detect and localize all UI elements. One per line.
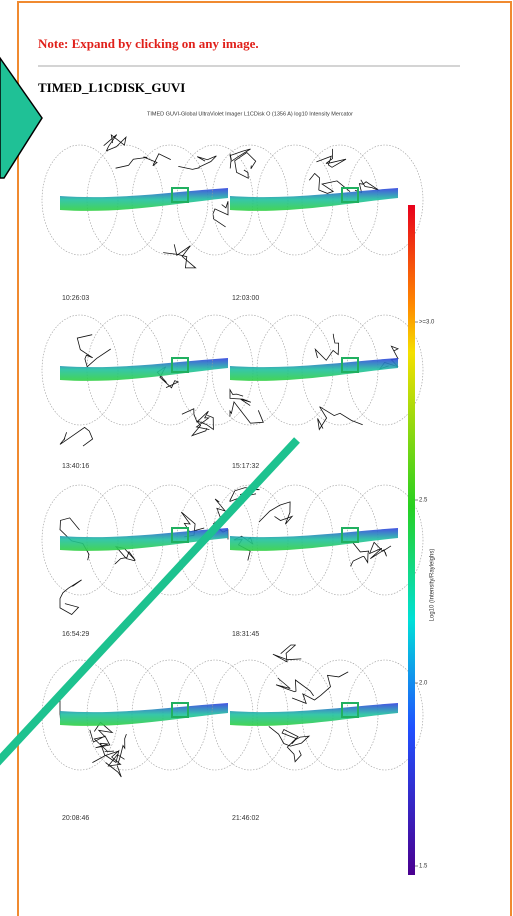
swath-box: [171, 702, 189, 718]
timestamp: 12:03:00: [232, 295, 259, 302]
note: Note: Expand by clicking on any image.: [38, 36, 259, 51]
timestamp: 16:54:29: [62, 631, 89, 638]
coastline: [229, 333, 399, 431]
timestamp: 13:40:16: [62, 463, 89, 470]
swath-box: [341, 187, 359, 203]
timestamp: 21:46:02: [232, 815, 259, 822]
colorbar-tick-label: 2.0: [419, 681, 428, 687]
coastline: [103, 133, 229, 269]
title[interactable]: TIMED_L1CDISK_GUVI: [38, 80, 185, 95]
map-panel: 15:17:32: [211, 314, 424, 470]
coastline: [59, 695, 127, 778]
timestamp: 10:26:03: [62, 295, 89, 302]
swath-box: [171, 357, 189, 373]
swath-box: [341, 702, 359, 718]
data-swath: [230, 188, 398, 211]
map-panels[interactable]: 10:26:03 12:03:00 13:40:16 15:17:32 16:54:29…: [41, 133, 424, 822]
coastline: [59, 498, 229, 616]
pointer-line: [0, 437, 300, 766]
map-panel: 21:46:02: [211, 644, 424, 822]
data-swath: [230, 703, 398, 726]
timestamp: 20:08:46: [62, 815, 89, 822]
coastline: [229, 148, 380, 194]
colorbar-label: Log10 (Intensity/Rayleighs): [430, 549, 436, 622]
timestamp: 18:31:45: [232, 631, 259, 638]
data-swath: [60, 188, 228, 211]
swath-box: [341, 527, 359, 543]
swath-box: [171, 187, 189, 203]
coastline: [59, 334, 214, 447]
colorbar-tick-label: 2.5: [419, 498, 428, 504]
swath-box: [171, 527, 189, 543]
page-border: [17, 1, 512, 916]
colorbar-tick-label: 1.5: [419, 864, 428, 870]
swath-box: [341, 357, 359, 373]
map-panel: 12:03:00: [211, 144, 424, 302]
data-swath: [60, 703, 228, 726]
data-swath: [60, 358, 228, 381]
colorbar-tick-label: >=3.0: [419, 320, 435, 326]
coastline: [268, 644, 349, 763]
map-panel: 10:26:03: [41, 133, 254, 302]
map-panel: 13:40:16: [41, 314, 254, 470]
data-swath: [60, 528, 228, 551]
map-panel: 16:54:29: [41, 484, 254, 638]
data-swath: [230, 358, 398, 381]
arrow-overlay: [0, 56, 43, 179]
map-panel: 18:31:45: [211, 484, 424, 638]
timestamp: 15:17:32: [232, 463, 259, 470]
image-caption: TIMED GUVI-Global UltraViolet Imager L1C…: [147, 111, 353, 117]
coastline: [229, 487, 392, 567]
data-swath: [230, 528, 398, 551]
colorbar: [408, 205, 415, 875]
